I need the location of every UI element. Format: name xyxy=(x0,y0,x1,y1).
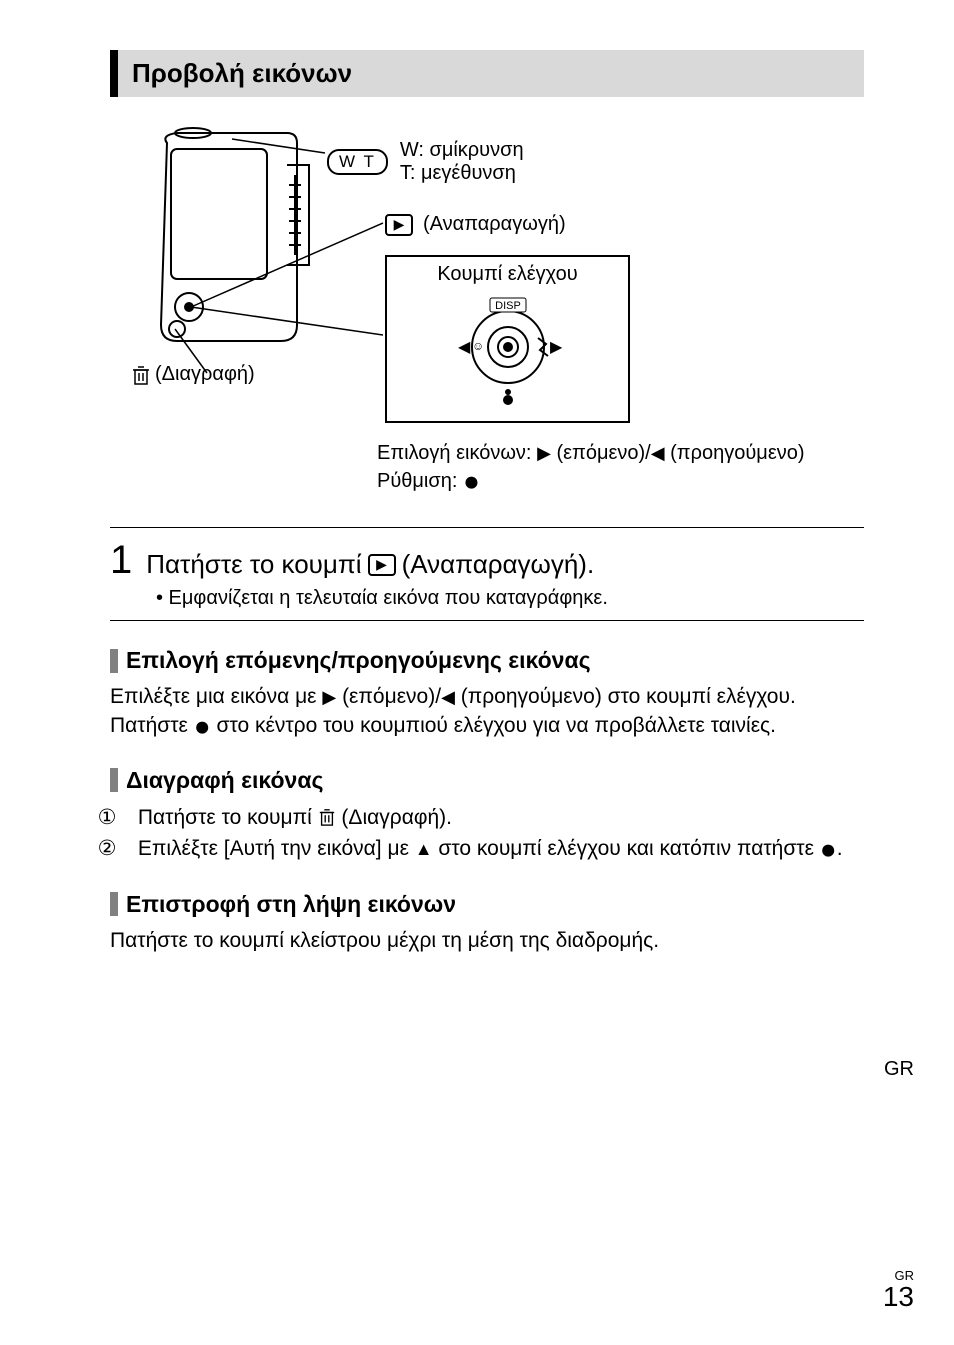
wt-icon: W T xyxy=(327,149,388,175)
step-1-bullet: • Εμφανίζεται η τελευταία εικόνα που κατ… xyxy=(156,587,864,610)
del-li2c: . xyxy=(837,837,843,860)
page-title-bar: Προβολή εικόνων xyxy=(110,50,864,97)
right-tri-icon: ▶ xyxy=(537,443,551,463)
left-tri-icon: ◀ xyxy=(651,443,665,463)
left-tri-icon: ◀ xyxy=(441,687,455,707)
control-button-label: Κουμπί ελέγχου xyxy=(387,263,628,286)
zoom-t-text: T: μεγέθυνση xyxy=(400,162,524,185)
svg-text:◀: ◀ xyxy=(458,339,471,356)
del-li2a: Επιλέξτε [Αυτή την εικόνα] με xyxy=(138,837,415,860)
section-return-title: Επιστροφή στη λήψη εικόνων xyxy=(126,891,456,918)
select-prefix: Επιλογή εικόνων: xyxy=(377,442,537,464)
control-button-box: Κουμπί ελέγχου DISP ◀ ▶ ☺ xyxy=(385,255,630,423)
select-images-callout: Επιλογή εικόνων: ▶ (επόμενο)/◀ (προηγούμ… xyxy=(377,439,805,495)
section-bar-icon xyxy=(110,892,118,916)
next-p1a: Επιλέξτε μια εικόνα με xyxy=(110,685,322,708)
delete-step-1: ① Πατήστε το κουμπί (Διαγραφή). xyxy=(138,802,864,834)
prev-label: (προηγούμενο) xyxy=(665,442,805,464)
page-footer: GR 13 xyxy=(883,1268,914,1311)
section-delete-title: Διαγραφή εικόνας xyxy=(126,767,323,794)
section-bar-icon xyxy=(110,649,118,673)
playback-callout: ▶ (Αναπαραγωγή) xyxy=(385,213,566,236)
svg-text:☺: ☺ xyxy=(472,339,484,353)
delete-steps-list: ① Πατήστε το κουμπί (Διαγραφή). ② Επιλέξ… xyxy=(110,802,864,865)
zoom-text: W: σμίκρυνση T: μεγέθυνση xyxy=(400,139,524,185)
section-next-heading: Επιλογή επόμενης/προηγούμενης εικόνας xyxy=(110,647,864,674)
zoom-callout: W T W: σμίκρυνση T: μεγέθυνση xyxy=(327,139,524,185)
circled-1-icon: ① xyxy=(110,802,132,834)
page-title: Προβολή εικόνων xyxy=(132,58,850,89)
step-1-suffix: (Αναπαραγωγή). xyxy=(402,549,595,580)
trash-icon xyxy=(131,364,151,386)
step-1-number: 1 xyxy=(110,538,132,583)
step-1-main: 1 Πατήστε το κουμπί ▶ (Αναπαραγωγή). xyxy=(110,538,864,583)
dot-icon: ● xyxy=(463,466,480,497)
section-return-body: Πατήστε το κουμπί κλείστρου μέχρι τη μέσ… xyxy=(110,926,864,955)
section-bar-icon xyxy=(110,768,118,792)
circled-2-icon: ② xyxy=(110,833,132,865)
disp-text: DISP xyxy=(495,300,521,312)
del-li2b: στο κουμπί ελέγχου και κατόπιν πατήστε xyxy=(433,837,820,860)
dot-icon: ● xyxy=(194,711,211,742)
trash-icon xyxy=(318,807,336,827)
delete-callout: (Διαγραφή) xyxy=(131,363,255,386)
section-next-body: Επιλέξτε μια εικόνα με ▶ (επόμενο)/◀ (πρ… xyxy=(110,682,864,741)
next-label: (επόμενο)/ xyxy=(551,442,651,464)
dot-icon: ● xyxy=(820,834,837,865)
up-tri-icon: ▲ xyxy=(415,839,433,859)
section-return-heading: Επιστροφή στη λήψη εικόνων xyxy=(110,891,864,918)
svg-text:▶: ▶ xyxy=(550,339,563,356)
section-delete-heading: Διαγραφή εικόνας xyxy=(110,767,864,794)
next-p1b: (επόμενο)/ xyxy=(336,685,441,708)
setting-prefix: Ρύθμιση: xyxy=(377,470,463,492)
page-number: 13 xyxy=(883,1283,914,1311)
section-next-title: Επιλογή επόμενης/προηγούμενης εικόνας xyxy=(126,647,591,674)
language-tab: GR xyxy=(884,1058,914,1081)
camera-diagram: W T W: σμίκρυνση T: μεγέθυνση ▶ (Αναπαρα… xyxy=(127,125,847,505)
del-li1a: Πατήστε το κουμπί xyxy=(138,806,318,829)
control-wheel-svg: DISP ◀ ▶ ☺ xyxy=(428,292,588,412)
playback-label: (Αναπαραγωγή) xyxy=(423,213,566,236)
delete-step-2: ② Επιλέξτε [Αυτή την εικόνα] με ▲ στο κο… xyxy=(138,833,864,865)
play-icon: ▶ xyxy=(368,554,396,576)
delete-label: (Διαγραφή) xyxy=(155,363,255,386)
next-p1d: στο κέντρο του κουμπιού ελέγχου για να π… xyxy=(211,714,776,737)
step-1-prefix: Πατήστε το κουμπί xyxy=(146,549,361,580)
step-1-text: Πατήστε το κουμπί ▶ (Αναπαραγωγή). xyxy=(146,549,594,580)
step-1-row: 1 Πατήστε το κουμπί ▶ (Αναπαραγωγή). • Ε… xyxy=(110,527,864,621)
play-icon: ▶ xyxy=(385,214,413,236)
zoom-w-text: W: σμίκρυνση xyxy=(400,139,524,162)
camera-outline-svg xyxy=(137,125,347,385)
del-li1b: (Διαγραφή). xyxy=(336,806,452,829)
right-tri-icon: ▶ xyxy=(322,687,336,707)
